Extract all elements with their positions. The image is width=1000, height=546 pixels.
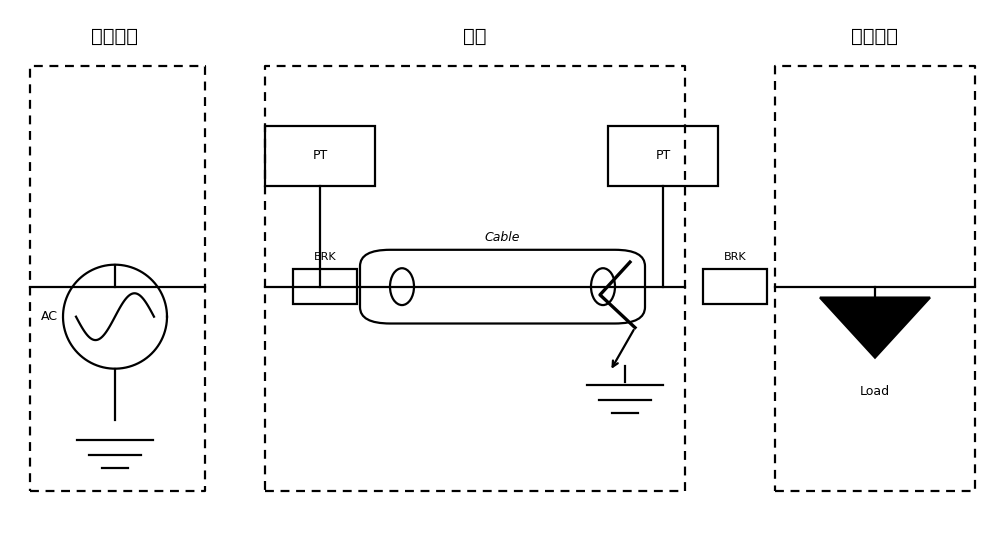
Text: 电缆: 电缆 [463,27,487,46]
Ellipse shape [591,268,615,305]
Text: Cable: Cable [484,232,520,245]
Polygon shape [265,126,375,186]
Text: 等值电源: 等值电源 [92,27,138,46]
Text: PT: PT [655,149,671,162]
Text: Load: Load [860,385,890,398]
FancyBboxPatch shape [360,250,645,323]
Text: AC: AC [41,310,58,323]
Polygon shape [703,269,767,305]
Polygon shape [608,126,718,186]
Polygon shape [820,298,930,358]
Polygon shape [293,269,357,305]
Text: BRK: BRK [314,252,336,263]
Text: PT: PT [312,149,328,162]
Text: 等值负荷: 等值负荷 [852,27,898,46]
Text: BRK: BRK [724,252,746,263]
Ellipse shape [390,268,414,305]
